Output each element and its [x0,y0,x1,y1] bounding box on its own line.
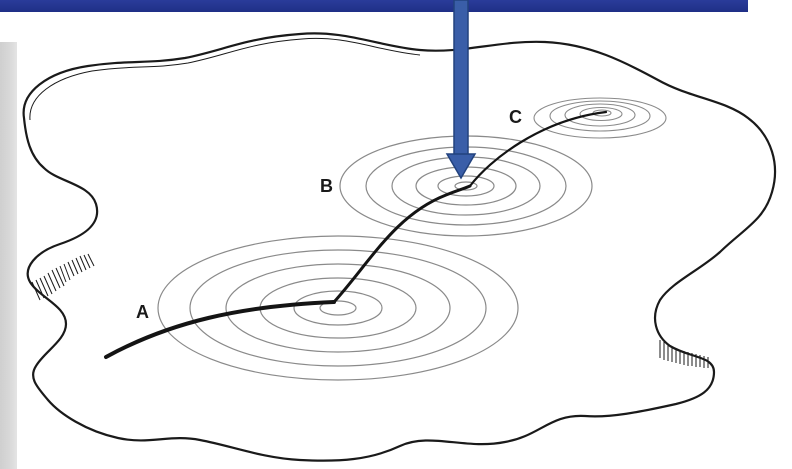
left-bank-hatching [31,253,95,301]
surface-outline [22,32,776,462]
point-label-b: B [320,176,333,196]
travel-path-c [468,110,608,188]
point-label-a: A [136,302,149,322]
ripple-rings-a [157,235,519,381]
travel-path-a [104,300,336,359]
pointer-arrow [445,0,477,180]
ripple-rings-c [533,97,667,139]
surface-outline-inner [29,37,421,121]
side-panel-strip [0,42,17,469]
title-bar [0,0,748,12]
right-bank-hatching [659,340,709,368]
point-label-c: C [509,107,522,127]
travel-path-b [332,184,472,304]
